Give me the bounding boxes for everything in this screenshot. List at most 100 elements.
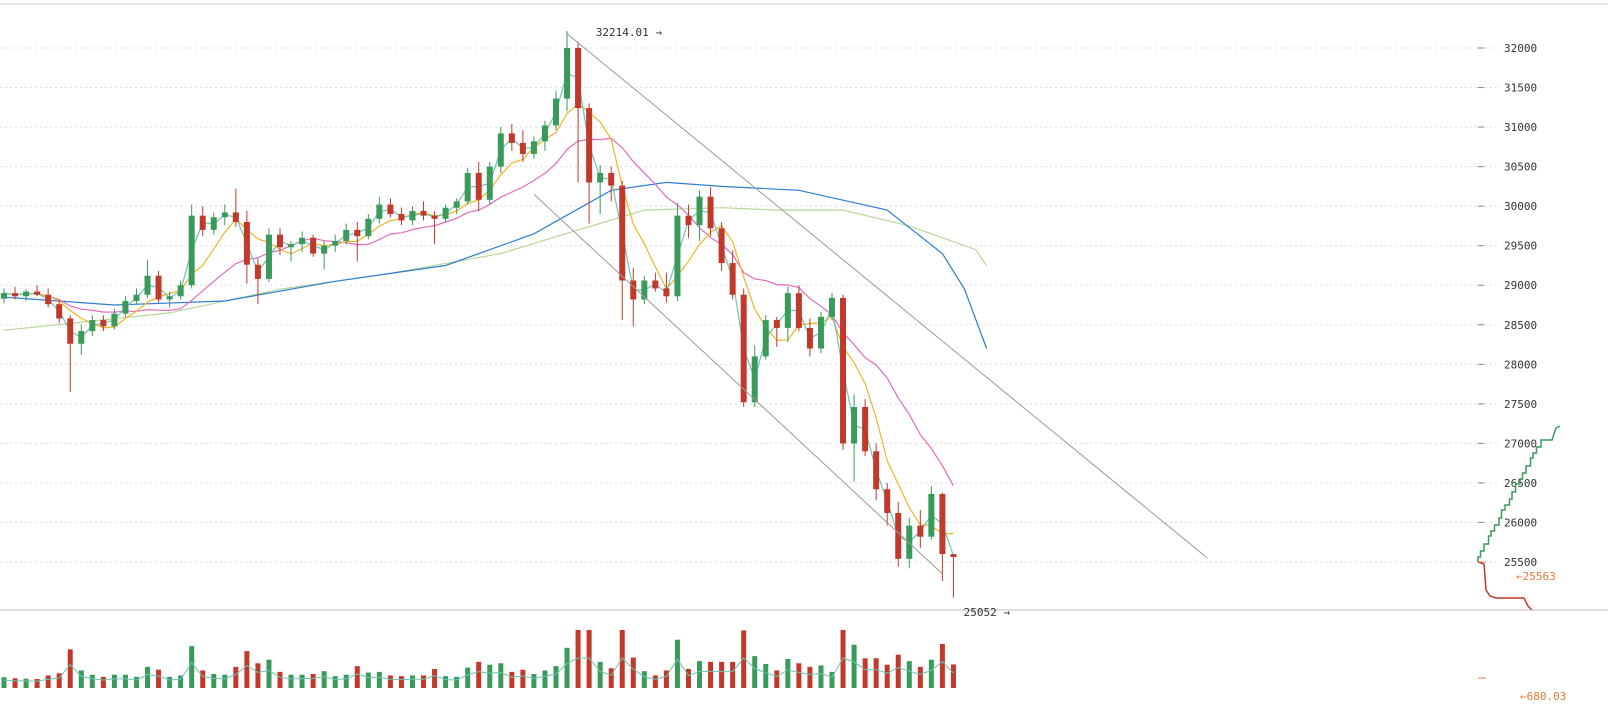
volume-bar: [487, 664, 493, 688]
volume-bar: [641, 671, 647, 688]
candle-body: [718, 228, 725, 264]
volume-bar: [178, 675, 184, 688]
candle-body: [288, 244, 295, 248]
candle-body: [431, 215, 438, 219]
candle-body: [773, 320, 780, 328]
candle-body: [685, 215, 692, 226]
volume-bar: [917, 666, 923, 688]
volume-bar: [443, 676, 449, 688]
volume-bar: [211, 674, 217, 688]
candle-body: [12, 293, 19, 297]
candle-body: [652, 280, 659, 289]
volume-bar: [67, 649, 73, 688]
volume-bar: [465, 667, 471, 688]
volume-bar: [928, 659, 934, 688]
depth-curve: [1477, 425, 1561, 611]
volume-bar: [708, 661, 714, 688]
volume-bar: [277, 671, 283, 688]
volume-bar: [884, 664, 890, 688]
volume-bar: [542, 670, 548, 688]
candle-body: [564, 48, 571, 99]
y-tick-label: 28000: [1504, 358, 1537, 371]
volume-bar: [387, 675, 393, 688]
volume-bar: [266, 659, 272, 688]
candle-body: [519, 142, 526, 154]
y-tick-label: 27000: [1504, 437, 1537, 450]
candle-body: [243, 221, 250, 265]
volume-bar: [840, 630, 846, 688]
candle-body: [950, 554, 957, 558]
volume-bar: [100, 676, 106, 688]
candle-body: [674, 215, 681, 297]
candle-body: [663, 288, 670, 297]
candle-body: [34, 291, 41, 295]
volume-bar: [575, 630, 581, 688]
volume-bar: [851, 644, 857, 688]
volume-bar: [652, 675, 658, 688]
volume-bar: [432, 669, 438, 688]
volume-bar: [520, 669, 526, 688]
candle-body: [89, 320, 96, 332]
volume-bar: [674, 639, 680, 688]
candle-body: [553, 98, 559, 126]
volume-bar: [597, 661, 603, 688]
candle-body: [806, 327, 813, 349]
y-tick-label: 31000: [1504, 121, 1537, 134]
candle-body: [310, 237, 317, 254]
y-tick-label: 30500: [1504, 161, 1537, 174]
volume-bar: [807, 666, 813, 688]
volume-bar: [321, 671, 327, 688]
grid: [0, 47, 1500, 563]
volume-bar: [45, 675, 51, 688]
candle-body: [707, 196, 714, 229]
volume-bar: [343, 674, 349, 688]
candle-body: [751, 356, 758, 403]
candle-body: [354, 229, 361, 237]
candle-body: [497, 133, 504, 167]
candle-body: [895, 512, 902, 559]
candle-body: [508, 133, 515, 143]
candle-body: [696, 196, 703, 226]
volume-bar: [564, 647, 570, 688]
candle-body: [575, 48, 582, 109]
volume-bar: [741, 630, 747, 688]
candle-body: [254, 264, 261, 279]
volume-bar: [553, 666, 559, 688]
candle-body: [387, 204, 394, 215]
volume-bar: [133, 676, 139, 688]
candle-body: [420, 210, 427, 216]
volume-bar: [398, 676, 404, 688]
volume-bar: [288, 674, 294, 688]
candle-body: [795, 293, 802, 328]
y-tick-label: 32000: [1504, 42, 1537, 55]
candles: [1, 31, 957, 598]
candle-body: [630, 280, 637, 300]
candle-body: [111, 313, 118, 327]
volume-bar: [421, 675, 427, 688]
candle-body: [166, 296, 173, 300]
volume-bar: [156, 669, 162, 688]
candle-body: [829, 297, 835, 317]
ma-olive-line: [3, 207, 988, 331]
volume-bar: [829, 671, 835, 688]
candle-body: [619, 185, 626, 281]
candle-body: [784, 293, 791, 328]
volume-bar: [950, 664, 956, 688]
candle-body: [398, 214, 405, 221]
candle-body: [365, 218, 372, 237]
candle-body: [133, 294, 140, 302]
candle-body: [873, 451, 880, 490]
volume-bar: [299, 674, 305, 688]
candle-body: [122, 301, 129, 314]
volume-bar: [89, 674, 95, 688]
volume-bar: [730, 661, 736, 688]
volume-bar: [111, 674, 117, 688]
volume-bar: [354, 666, 360, 688]
candle-body: [321, 245, 328, 254]
candle-body: [453, 201, 460, 208]
y-tick-label: 31500: [1504, 82, 1537, 95]
volume-bar: [454, 676, 460, 688]
volume-bar: [818, 665, 824, 688]
volume-bar: [376, 671, 382, 688]
